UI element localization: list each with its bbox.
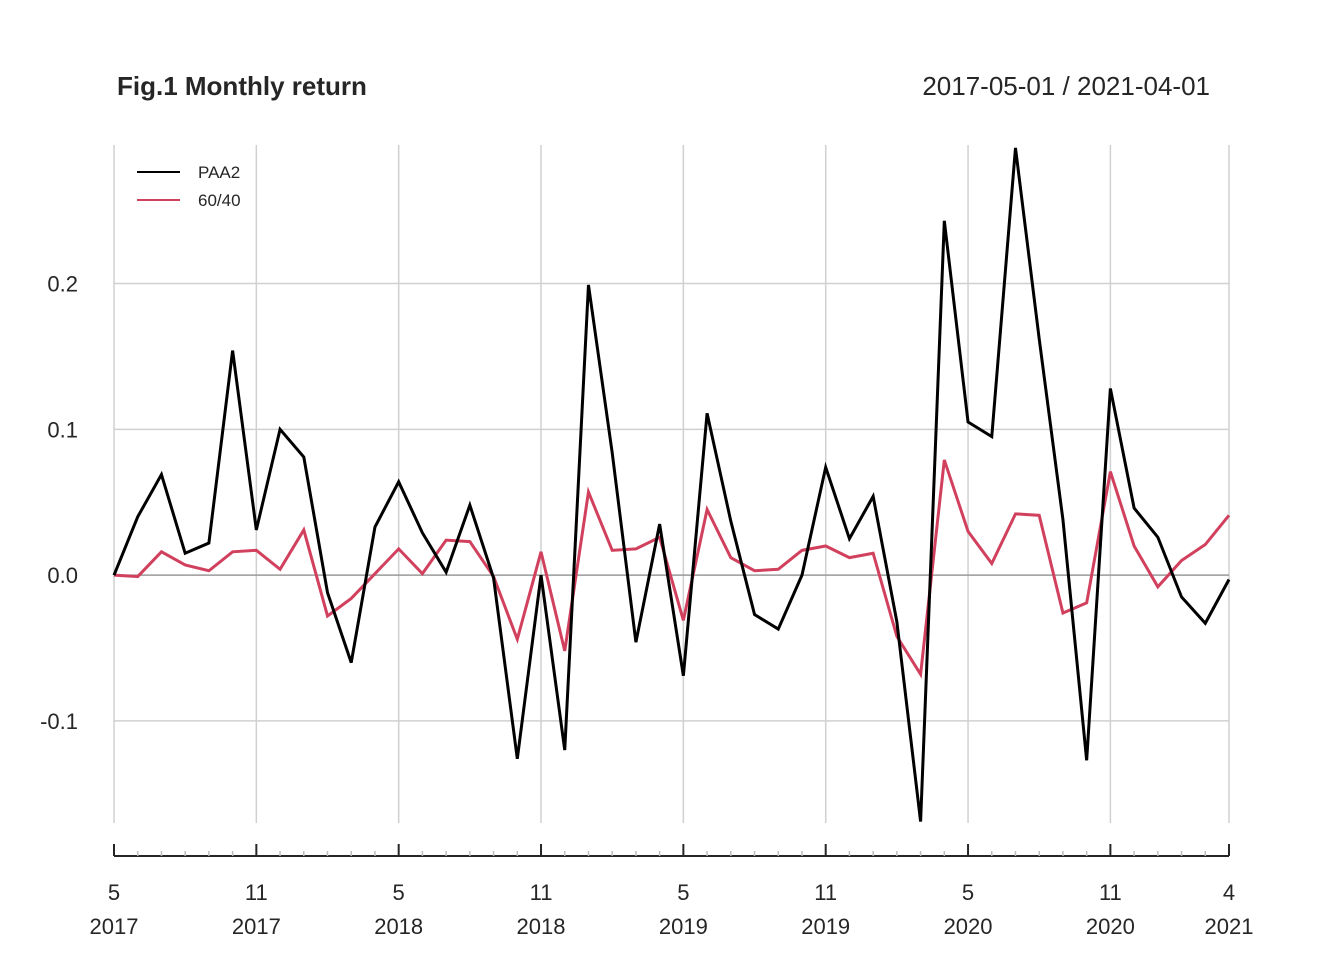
x-tick-month: 5 [108, 880, 120, 905]
y-tick-label: 0.0 [47, 563, 78, 588]
x-tick-month: 5 [393, 880, 405, 905]
series-line-PAA2 [112, 147, 1231, 822]
legend-label: PAA2 [198, 163, 240, 182]
y-tick-label: 0.2 [47, 272, 78, 297]
y-axis-labels: 0.2 0.1 0.0 -0.1 [40, 272, 78, 734]
x-tick-month: 11 [530, 880, 553, 905]
series-lines [112, 147, 1231, 822]
series-line-60/40 [113, 459, 1231, 679]
legend-label: 60/40 [198, 191, 241, 210]
date-range: 2017-05-01 / 2021-04-01 [922, 71, 1210, 101]
x-tick-month: 11 [1099, 880, 1122, 905]
x-tick-month: 4 [1223, 880, 1235, 905]
x-tick-year: 2017 [90, 914, 139, 939]
x-tick-year: 2019 [659, 914, 708, 939]
legend: PAA2 60/40 [137, 163, 241, 210]
x-axis: 5 2017 11 2017 5 2018 11 2018 5 2019 11 2019 5 2020 11… [90, 844, 1254, 939]
grid [113, 145, 1230, 823]
x-tick-year: 2018 [517, 914, 566, 939]
x-tick-month: 5 [962, 880, 974, 905]
x-tick-month: 11 [245, 880, 268, 905]
x-tick-month: 5 [677, 880, 689, 905]
x-tick-year: 2017 [232, 914, 281, 939]
x-tick-year: 2020 [1086, 914, 1135, 939]
y-tick-label: 0.1 [47, 417, 78, 442]
x-tick-year: 2019 [801, 914, 850, 939]
x-tick-year: 2021 [1205, 914, 1254, 939]
y-tick-label: -0.1 [40, 709, 78, 734]
x-tick-month: 11 [814, 880, 837, 905]
x-tick-year: 2020 [944, 914, 993, 939]
x-tick-year: 2018 [374, 914, 423, 939]
chart-title: Fig.1 Monthly return [117, 71, 367, 101]
